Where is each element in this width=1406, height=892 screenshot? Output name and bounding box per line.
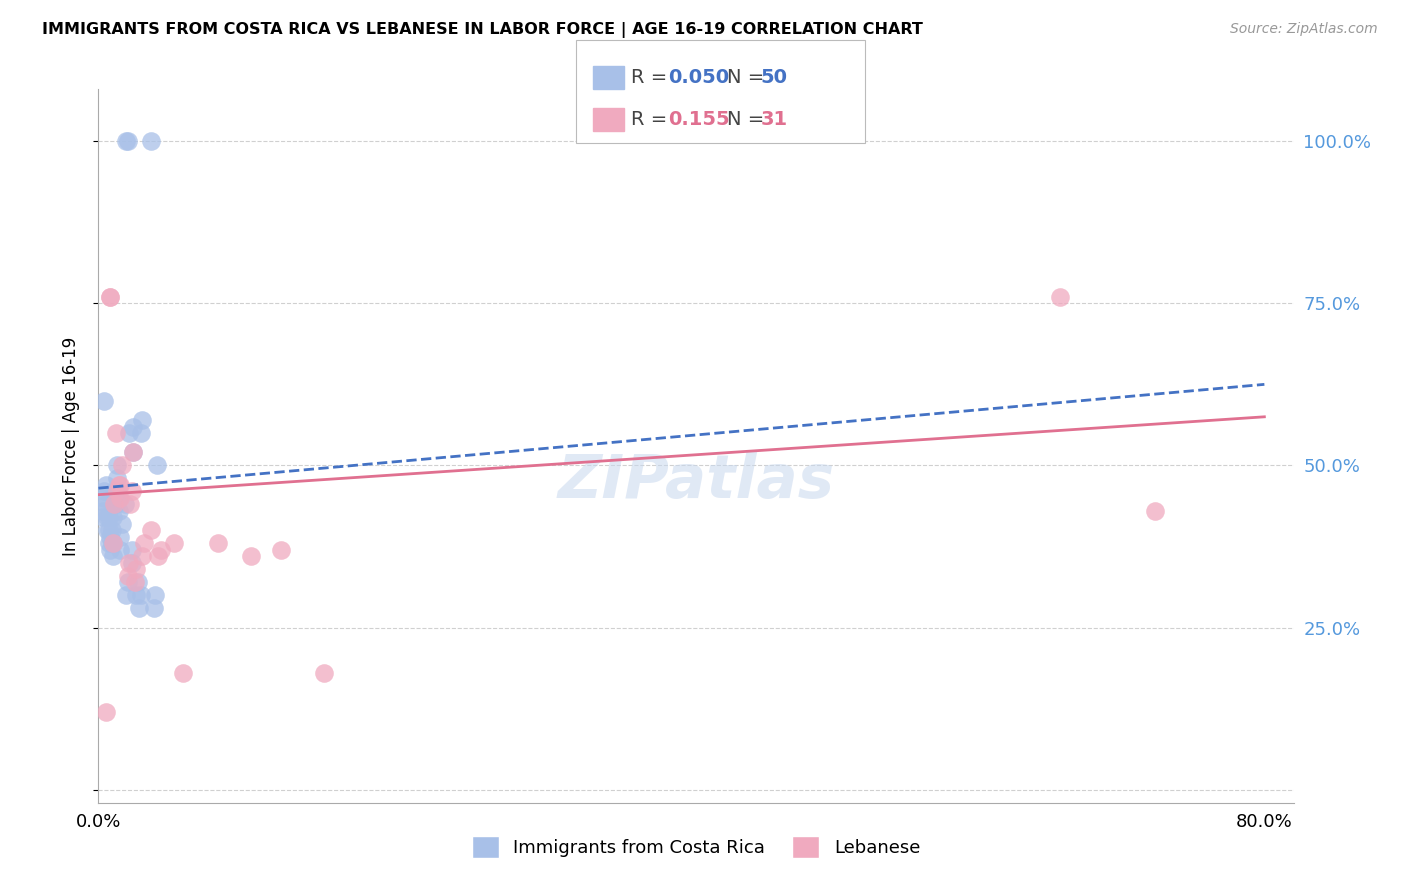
Point: [96, 510, 118, 524]
Point: [121, 484, 143, 499]
Point: [93, 393, 115, 408]
Point: [93, 491, 115, 505]
Point: [117, 134, 139, 148]
Point: [114, 497, 136, 511]
Y-axis label: In Labor Force | Age 16-19: In Labor Force | Age 16-19: [62, 336, 80, 556]
Point: [105, 484, 128, 499]
Text: ZIPatlas: ZIPatlas: [557, 452, 835, 511]
Point: [131, 413, 153, 427]
Point: [101, 536, 124, 550]
Point: [1049, 290, 1071, 304]
Point: [105, 471, 128, 485]
Point: [108, 504, 131, 518]
Text: R =: R =: [631, 110, 668, 129]
Point: [122, 445, 145, 459]
Point: [97, 536, 120, 550]
Point: [207, 536, 229, 550]
Point: [103, 484, 125, 499]
Point: [142, 601, 165, 615]
Point: [111, 516, 134, 531]
Point: [128, 601, 150, 615]
Point: [124, 575, 146, 590]
Point: [143, 588, 166, 602]
Point: [110, 491, 132, 505]
Point: [101, 536, 124, 550]
Point: [94, 478, 117, 492]
Point: [111, 458, 134, 473]
Point: [270, 542, 292, 557]
Point: [121, 556, 143, 570]
Point: [118, 425, 141, 440]
Point: [139, 524, 162, 538]
Point: [97, 510, 120, 524]
Text: 0.155: 0.155: [668, 110, 730, 129]
Point: [101, 549, 124, 564]
Point: [120, 497, 142, 511]
Point: [117, 568, 139, 582]
Point: [94, 705, 117, 719]
Point: [122, 445, 145, 459]
Point: [131, 549, 153, 564]
Point: [97, 524, 120, 538]
Point: [93, 484, 115, 499]
Point: [98, 530, 121, 544]
Point: [100, 536, 122, 550]
Point: [127, 575, 149, 590]
Legend: Immigrants from Costa Rica, Lebanese: Immigrants from Costa Rica, Lebanese: [464, 829, 928, 865]
Point: [103, 497, 125, 511]
Point: [129, 425, 152, 440]
Point: [98, 290, 121, 304]
Point: [110, 478, 132, 492]
Point: [108, 478, 131, 492]
Point: [121, 542, 143, 557]
Point: [314, 666, 336, 681]
Point: [117, 575, 139, 590]
Point: [150, 542, 173, 557]
Point: [148, 549, 170, 564]
Text: IMMIGRANTS FROM COSTA RICA VS LEBANESE IN LABOR FORCE | AGE 16-19 CORRELATION CH: IMMIGRANTS FROM COSTA RICA VS LEBANESE I…: [42, 22, 924, 38]
Point: [145, 458, 167, 473]
Point: [110, 542, 132, 557]
Text: N =: N =: [727, 110, 763, 129]
Point: [115, 134, 138, 148]
Point: [122, 419, 145, 434]
Point: [132, 536, 155, 550]
Text: N =: N =: [727, 68, 763, 87]
Point: [98, 290, 121, 304]
Text: 50: 50: [761, 68, 787, 87]
Point: [115, 588, 138, 602]
Point: [101, 510, 124, 524]
Point: [125, 562, 148, 576]
Point: [108, 491, 131, 505]
Point: [91, 510, 114, 524]
Text: 0.050: 0.050: [668, 68, 728, 87]
Point: [129, 588, 152, 602]
Point: [103, 497, 125, 511]
Point: [110, 530, 132, 544]
Point: [104, 484, 127, 499]
Point: [98, 542, 121, 557]
Text: 31: 31: [761, 110, 787, 129]
Point: [1144, 504, 1167, 518]
Point: [240, 549, 263, 564]
Point: [139, 134, 162, 148]
Point: [96, 524, 118, 538]
Point: [104, 425, 127, 440]
Text: Source: ZipAtlas.com: Source: ZipAtlas.com: [1230, 22, 1378, 37]
Point: [163, 536, 186, 550]
Point: [100, 524, 122, 538]
Point: [125, 588, 148, 602]
Text: R =: R =: [631, 68, 668, 87]
Point: [91, 504, 114, 518]
Point: [172, 666, 194, 681]
Point: [94, 497, 117, 511]
Point: [105, 458, 128, 473]
Point: [104, 497, 127, 511]
Point: [118, 556, 141, 570]
